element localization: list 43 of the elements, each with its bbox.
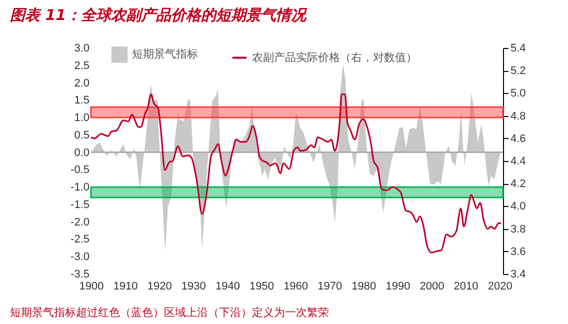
y-tick-label: 2.0 [74,77,90,90]
x-tick-label: 1960 [284,280,308,292]
legend-label: 农副产品实际价格（右，对数值） [252,50,417,64]
y-tick-label: -2.5 [70,234,90,246]
x-tick-label: 2000 [420,280,444,292]
chart-title: 图表 11：全球农副产品价格的短期景气情况 [10,6,306,25]
y-tick-label: -1.0 [70,182,90,194]
x-tick-label: 1920 [147,280,172,292]
y-tick-label: -0.5 [70,164,90,176]
y2-tick-label: 5.2 [510,65,526,78]
y-tick-label: -1.5 [70,198,90,211]
legend-label: 短期景气指标 [132,48,198,61]
y2-tick-label: 4.2 [510,178,526,190]
x-tick-label: 1940 [215,280,240,292]
text: 短期景气指标超过红色（蓝色）区域上沿（下沿）定义为一次繁荣 [10,305,329,320]
line-series [90,94,502,254]
y-tick-label: 1.5 [74,94,90,107]
y-tick-label: 0.5 [74,129,90,142]
y-tick-label: 1.0 [74,112,90,124]
y2-tick-label: 5.0 [510,88,526,100]
y-tick-label: 0.0 [74,146,90,159]
x-tick-label: 1980 [352,280,376,292]
x-tick-label: 1970 [318,280,342,292]
y-tick-label: 2.5 [74,60,90,72]
x-tick-label: 2020 [488,280,512,292]
x-tick-label: 1910 [113,280,138,292]
y-tick-label: -2.0 [70,216,90,228]
x-tick-label: 1990 [386,280,410,292]
y2-tick-label: 3.6 [510,246,526,258]
x-tick-label: 1900 [79,280,104,292]
x-tick-label: 1930 [181,280,206,292]
x-tick-label: 2010 [454,280,478,292]
y2-tick-label: 3.4 [510,268,526,280]
y-tick-label: -3.0 [70,251,90,264]
y2-tick-label: 5.4 [510,42,526,54]
y2-tick-label: 3.8 [510,223,526,236]
x-tick-label: 1950 [250,280,274,292]
y2-tick-label: 4.4 [510,156,526,168]
y-tick-label: -3.5 [70,268,90,280]
y2-tick-label: 4.8 [510,110,526,122]
y2-tick-label: 4.6 [510,132,526,145]
y2-tick-label: 4.0 [510,200,526,213]
y-tick-label: 3.0 [74,42,90,54]
